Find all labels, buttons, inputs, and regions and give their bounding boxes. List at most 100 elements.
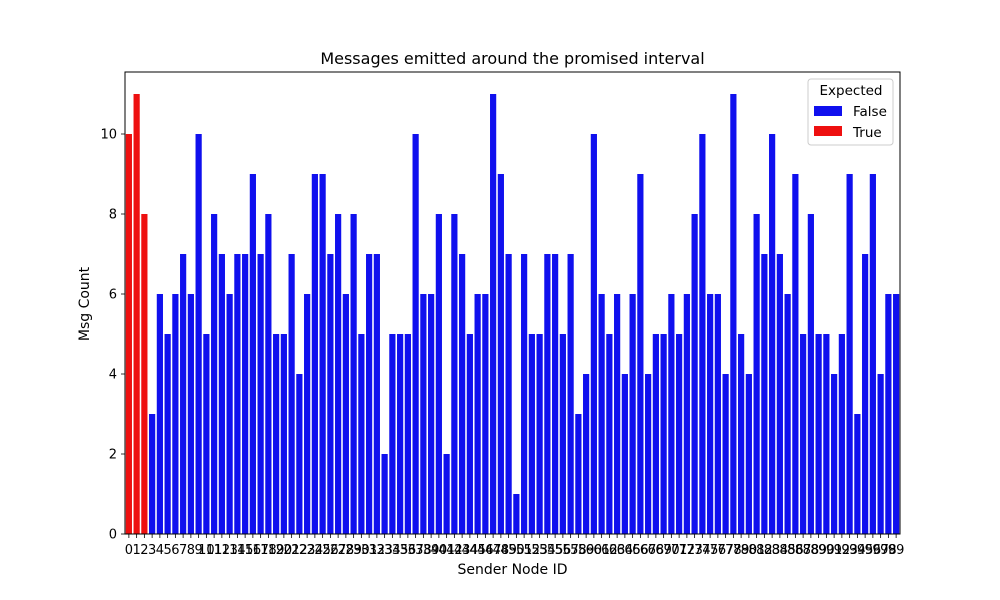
x-tick-label: 9 bbox=[194, 543, 202, 558]
y-axis-label: Msg Count bbox=[77, 266, 93, 341]
bar-node-31 bbox=[366, 254, 373, 534]
bar-node-50 bbox=[513, 494, 520, 534]
bar-node-75 bbox=[707, 294, 714, 534]
x-tick-label: 19 bbox=[268, 543, 285, 558]
x-tick-label: 5 bbox=[163, 543, 171, 558]
bar-node-24 bbox=[311, 174, 318, 534]
x-tick-label: 10 bbox=[198, 543, 215, 558]
bar-node-86 bbox=[792, 174, 799, 534]
bar-node-3 bbox=[149, 414, 156, 534]
x-tick-label: 56 bbox=[555, 543, 572, 558]
y-tick-label: 4 bbox=[109, 368, 117, 383]
y-tick-label: 2 bbox=[109, 448, 117, 463]
x-axis-ticks: 0 1 2 3 4 5 6 7 8 9101112131415161718192021222324… bbox=[125, 534, 905, 558]
x-tick-label: 96 bbox=[865, 543, 882, 558]
bar-node-65 bbox=[629, 294, 636, 534]
x-tick-label: 33 bbox=[376, 543, 393, 558]
bar-node-88 bbox=[807, 214, 814, 534]
x-tick-label: 29 bbox=[345, 543, 362, 558]
bar-node-97 bbox=[877, 374, 884, 534]
bar-node-64 bbox=[621, 374, 628, 534]
bar-node-80 bbox=[745, 374, 752, 534]
x-tick-label: 46 bbox=[477, 543, 494, 558]
bar-node-87 bbox=[800, 334, 807, 534]
x-tick-label: 70 bbox=[663, 543, 680, 558]
x-tick-label: 98 bbox=[880, 543, 897, 558]
x-tick-label: 30 bbox=[353, 543, 370, 558]
bar-node-81 bbox=[753, 214, 760, 534]
bar-node-92 bbox=[838, 334, 845, 534]
bar-node-32 bbox=[373, 254, 380, 534]
bar-node-41 bbox=[443, 454, 450, 534]
x-tick-label: 78 bbox=[725, 543, 742, 558]
x-tick-label: 88 bbox=[803, 543, 820, 558]
bar-node-69 bbox=[660, 334, 667, 534]
bar-node-66 bbox=[637, 174, 644, 534]
x-tick-label: 2 bbox=[140, 543, 148, 558]
bar-node-25 bbox=[319, 174, 326, 534]
bar-node-6 bbox=[172, 294, 179, 534]
x-tick-label: 61 bbox=[593, 543, 610, 558]
x-tick-label: 73 bbox=[686, 543, 703, 558]
x-tick-label: 64 bbox=[617, 543, 634, 558]
bar-node-67 bbox=[645, 374, 652, 534]
bar-node-70 bbox=[668, 294, 675, 534]
bar-node-96 bbox=[869, 174, 876, 534]
x-tick-label: 59 bbox=[578, 543, 595, 558]
bar-node-44 bbox=[466, 334, 473, 534]
x-tick-label: 86 bbox=[787, 543, 804, 558]
bar-node-16 bbox=[249, 174, 256, 534]
bar-node-55 bbox=[552, 254, 559, 534]
bar-node-68 bbox=[652, 334, 659, 534]
x-tick-label: 66 bbox=[632, 543, 649, 558]
bar-node-71 bbox=[676, 334, 683, 534]
x-tick-label: 32 bbox=[369, 543, 386, 558]
chart-title: Messages emitted around the promised int… bbox=[320, 49, 704, 68]
y-axis-ticks: 0 2 4 6 8 10 bbox=[100, 128, 125, 543]
x-tick-label: 38 bbox=[415, 543, 432, 558]
x-tick-label: 92 bbox=[834, 543, 851, 558]
bar-node-28 bbox=[342, 294, 349, 534]
x-tick-label: 90 bbox=[818, 543, 835, 558]
x-tick-label: 39 bbox=[423, 543, 440, 558]
bar-node-35 bbox=[397, 334, 404, 534]
x-tick-label: 34 bbox=[384, 543, 401, 558]
bar-node-38 bbox=[420, 294, 427, 534]
x-tick-label: 55 bbox=[547, 543, 564, 558]
x-tick-label: 57 bbox=[562, 543, 579, 558]
x-tick-label: 15 bbox=[237, 543, 254, 558]
x-tick-label: 8 bbox=[187, 543, 195, 558]
x-tick-label: 76 bbox=[710, 543, 727, 558]
x-tick-label: 16 bbox=[245, 543, 262, 558]
bar-node-76 bbox=[714, 294, 721, 534]
bar-node-13 bbox=[226, 294, 233, 534]
x-tick-label: 65 bbox=[624, 543, 641, 558]
bar-node-23 bbox=[304, 294, 311, 534]
x-tick-label: 60 bbox=[586, 543, 603, 558]
bar-node-12 bbox=[218, 254, 225, 534]
x-tick-label: 25 bbox=[314, 543, 331, 558]
x-tick-label: 99 bbox=[888, 543, 905, 558]
x-tick-label: 58 bbox=[570, 543, 587, 558]
bar-node-58 bbox=[575, 414, 582, 534]
x-tick-label: 94 bbox=[849, 543, 866, 558]
x-tick-label: 47 bbox=[485, 543, 502, 558]
bar-node-60 bbox=[590, 134, 597, 534]
bar-node-94 bbox=[854, 414, 861, 534]
bars-group bbox=[125, 94, 900, 534]
bar-node-11 bbox=[211, 214, 218, 534]
bar-node-98 bbox=[885, 294, 892, 534]
bar-node-74 bbox=[699, 134, 706, 534]
bar-node-18 bbox=[265, 214, 272, 534]
x-tick-label: 80 bbox=[741, 543, 758, 558]
bar-node-46 bbox=[482, 294, 489, 534]
x-tick-label: 20 bbox=[276, 543, 293, 558]
x-tick-label: 1 bbox=[132, 543, 140, 558]
x-tick-label: 11 bbox=[206, 543, 223, 558]
x-tick-label: 63 bbox=[609, 543, 626, 558]
bar-node-84 bbox=[776, 254, 783, 534]
bar-node-48 bbox=[497, 174, 504, 534]
x-tick-label: 42 bbox=[446, 543, 463, 558]
bar-node-49 bbox=[505, 254, 512, 534]
bar-node-89 bbox=[815, 334, 822, 534]
